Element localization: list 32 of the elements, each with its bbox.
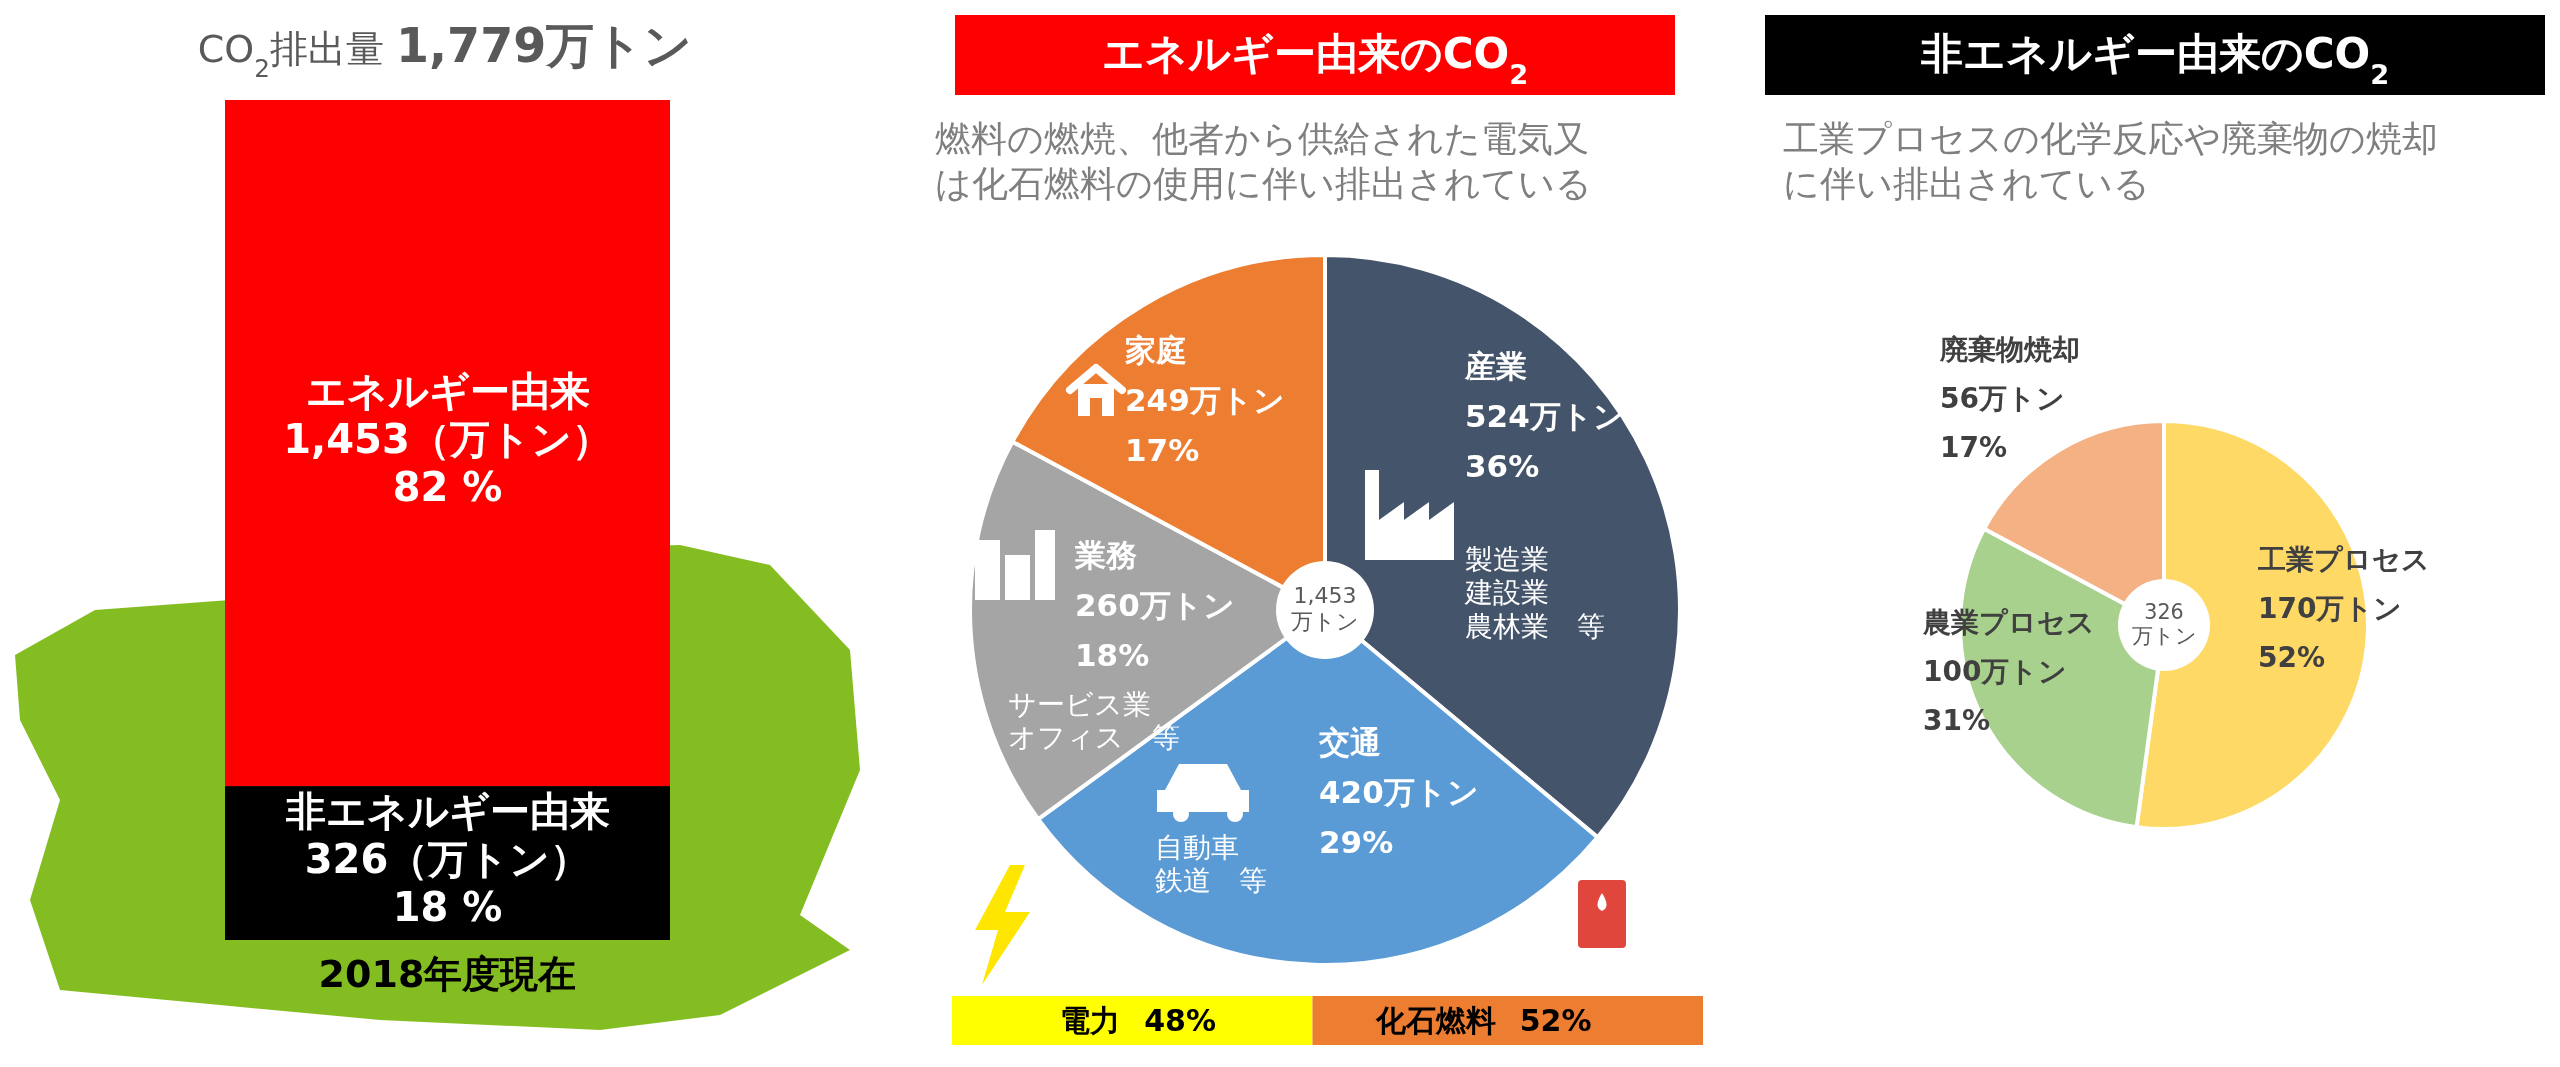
data-label: 420万トン 29% xyxy=(1319,773,1479,860)
text: 建設業 xyxy=(1465,576,1549,610)
slice-label: 交通 xyxy=(1318,724,1381,761)
series-label: 化石燃料 xyxy=(1374,1003,1496,1039)
data-label: 326（万トン） 18 % xyxy=(304,836,591,931)
text: サービス業 xyxy=(1008,687,1151,721)
series-label: 電力 xyxy=(1060,1003,1121,1039)
data-label: 260万トン 18% xyxy=(1075,586,1235,673)
slice-label: 家庭 xyxy=(1125,332,1187,369)
data-label: 249万トン 17% xyxy=(1125,381,1285,468)
text: 製造業 xyxy=(1465,542,1549,576)
chart-title: エネルギー由来のCO$_{2}$ xyxy=(1101,28,1529,90)
slice-label: 業務 xyxy=(1074,537,1137,574)
slice-label: 廃棄物焼却 xyxy=(1939,332,2080,366)
data-label: 170万トン 52% xyxy=(2258,591,2403,674)
x-axis-title: 2018年度現在 xyxy=(318,952,577,997)
chart-subtitle: 工業プロセスの化学反応や廃棄物の焼却に伴い排出されている xyxy=(1783,117,2438,204)
text: 1,453 万トン xyxy=(1291,583,1359,634)
data-label: 1,453（万トン） 82 % xyxy=(283,416,612,511)
data-label: 48% xyxy=(1144,1003,1217,1039)
data-label: 56万トン 17% xyxy=(1940,381,2065,464)
data-label: 52% xyxy=(1519,1003,1592,1039)
text: 鉄道 等 xyxy=(1155,864,1267,898)
text: 326 万トン xyxy=(2131,599,2197,648)
text: 農林業 等 xyxy=(1465,610,1605,643)
slice-label: 産業 xyxy=(1464,348,1527,385)
series-label: 非エネルギー由来 xyxy=(284,788,610,835)
chart-title: 非エネルギー由来のCO$_{2}$ xyxy=(1919,28,2390,90)
chart-title: CO$_{2}$排出量 1,779万トン xyxy=(197,18,693,83)
series-label: エネルギー由来 xyxy=(305,368,590,415)
text: 自動車 xyxy=(1155,830,1239,864)
chart-subtitle: 燃料の燃焼、他者から供給された電気又は化石燃料の使用に伴い排出されている xyxy=(935,117,1592,204)
